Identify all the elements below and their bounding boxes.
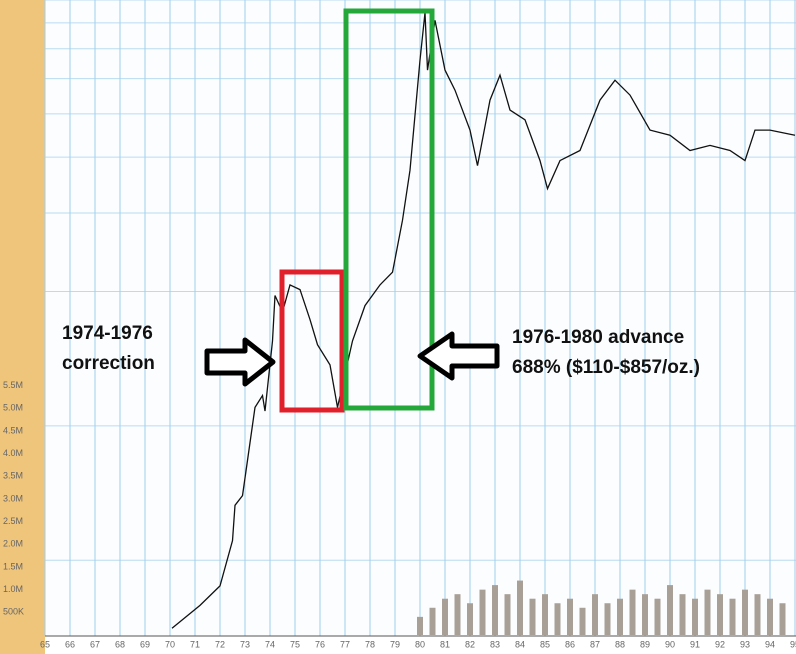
x-tick-label: 69 [140,639,150,649]
volume-bar [679,594,686,635]
arrow-right [204,337,276,387]
x-tick-label: 84 [515,639,525,649]
y2-tick-label: 5.5M [3,380,23,390]
advance-box [343,8,435,411]
volume-bar [454,594,461,635]
x-tick-label: 79 [390,639,400,649]
volume-bar [742,589,748,635]
grid [44,0,796,636]
x-tick-label: 77 [340,639,350,649]
x-tick-label: 92 [715,639,725,649]
y2-tick-label: 1.0M [3,584,23,594]
x-tick-label: 90 [665,639,675,649]
correction-box [279,269,345,413]
volume-bar [704,589,711,635]
volume-bar [604,603,611,635]
y2-tick-label: 3.5M [3,471,23,481]
y2-tick-label: 1.5M [3,561,23,571]
volume-bar [554,603,561,635]
annotation: correction [62,353,155,374]
volume-bar [667,585,673,635]
left-panel [0,0,45,654]
volume-bar [429,607,436,635]
volume-bar [467,603,473,635]
volume-bar [654,598,661,635]
y2-tick-label: 4.0M [3,448,23,458]
x-tick-label: 95 [790,639,796,649]
x-tick-label: 67 [90,639,100,649]
x-tick-label: 75 [290,639,300,649]
x-tick-label: 65 [40,639,50,649]
x-tick-label: 82 [465,639,475,649]
x-tick-label: 94 [765,639,775,649]
volume-bar [692,598,698,635]
volume-bar [529,598,536,635]
x-tick-label: 91 [690,639,700,649]
x-tick-label: 66 [65,639,75,649]
annotation: 1974-1976 [62,323,153,344]
x-tick-label: 83 [490,639,500,649]
volume-bar [417,616,423,635]
x-tick-label: 89 [640,639,650,649]
y2-tick-label: 2.0M [3,539,23,549]
x-tick-label: 87 [590,639,600,649]
volume-bar [729,598,736,635]
x-tick-label: 78 [365,639,375,649]
volume-bar [767,598,773,635]
annotation: 688% ($110-$857/oz.) [512,357,700,378]
volume-bar [754,594,761,635]
x-tick-label: 80 [415,639,425,649]
y2-tick-label: 5.0M [3,403,23,413]
volume-bar [617,598,623,635]
volume-bar [629,589,636,635]
x-tick-label: 74 [265,639,275,649]
volume-bar [717,594,723,635]
volume-bar [492,585,498,635]
volume-bar [779,603,786,635]
volume-bar [517,580,523,635]
x-tick-label: 73 [240,639,250,649]
volume-bar [642,594,648,635]
x-tick-label: 88 [615,639,625,649]
x-tick-label: 71 [190,639,200,649]
x-tick-label: 72 [215,639,225,649]
y2-tick-label: 4.5M [3,425,23,435]
arrow-left [417,331,500,381]
x-tick-label: 81 [440,639,450,649]
volume-bar [542,594,548,635]
x-tick-label: 93 [740,639,750,649]
x-tick-label: 70 [165,639,175,649]
y2-tick-label: 3.0M [3,493,23,503]
x-tick-label: 85 [540,639,550,649]
volume-bar [479,589,486,635]
volume-bar [442,598,448,635]
volume-bar [567,598,573,635]
annotation: 1976-1980 advance [512,327,684,348]
x-tick-label: 86 [565,639,575,649]
y2-tick-label: 2.5M [3,516,23,526]
volume-bar [592,594,598,635]
volume-bar [579,607,586,635]
volume-bar [504,594,511,635]
x-tick-label: 68 [115,639,125,649]
x-tick-label: 76 [315,639,325,649]
y2-tick-label: 500K [3,607,24,617]
